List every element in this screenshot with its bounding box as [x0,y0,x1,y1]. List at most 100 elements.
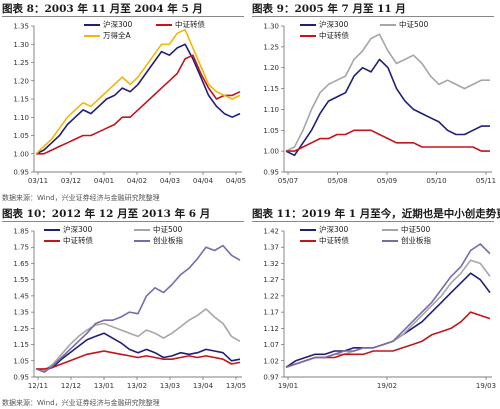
x-tick-label: 19/01 [278,382,298,390]
legend-item-wind-a: 万得全A [84,31,131,40]
x-tick-label: 13/02 [127,382,147,390]
legend-item-csi500: 中证500 [380,20,428,29]
y-tick-label: 1.10 [13,114,29,122]
y-tick-label: 1.12 [263,325,279,333]
y-tick-label: 1.25 [263,43,279,51]
y-tick-label: 1.22 [263,292,279,300]
series-line-创业板指 [285,243,491,369]
y-tick-label: 1.02 [263,357,279,365]
legend-item-hs300: 沪深300 [300,20,348,29]
line-chart: 0.95 1.00 1.05 1.10 1.15 1.20 1.25 1.30 1.35 03/1… [13,23,246,186]
source-note-top: 数据来源：Wind，兴业证券经济与金融研究院整理 [2,194,160,202]
chart-panel-10: 图表 10：2012 年 12 月至 2013 年 6 月 沪深300 中证50… [0,205,250,405]
y-tick-label: 1.37 [263,244,279,252]
series-line-沪深300 [35,43,241,155]
x-tick-label: 19/03 [476,382,496,390]
series-line-中证转债 [285,311,491,369]
x-tick-label: 05/10 [426,177,446,185]
y-tick-label: 1.10 [263,106,279,114]
y-tick-label: 1.15 [13,341,29,349]
x-tick-label: 13/01 [94,382,114,390]
y-tick-label: 0.95 [263,169,279,177]
x-tick-label: 12/12 [61,382,81,390]
series-line-中证转债 [36,54,241,155]
x-tick-label: 04/02 [127,177,147,185]
legend-item-chinext: 创业板指 [382,236,431,245]
x-tick-label: 05/07 [278,177,298,185]
y-tick-label: 1.30 [13,41,29,49]
x-tick-label: 05/08 [327,177,347,185]
y-tick-label: 1.05 [263,127,279,135]
y-tick-label: 1.00 [13,150,29,158]
y-tick-label: 1.27 [263,276,279,284]
x-tick-label: 19/02 [377,382,397,390]
chart-panel-8: 图表 8：2003 年 11 月至 2004 年 5 月 沪深300 中证转债 … [0,0,250,200]
chart-title: 图表 11：2019 年 1 月至今，近期也是中小创走势更强 [252,208,500,222]
y-tick-label: 1.65 [13,260,29,268]
y-tick-label: 1.17 [263,309,279,317]
x-tick-label: 03/11 [28,177,48,185]
source-note-bottom: 数据来源：Wind，兴业证券经济与金融研究院整理 [2,399,160,407]
y-tick-label: 1.85 [13,228,29,236]
x-tick-label: 04/01 [94,177,114,185]
y-tick-label: 1.42 [263,228,279,236]
legend-item-convertible: 中证转债 [44,236,93,245]
line-chart: 0.95 1.05 1.15 1.25 1.35 1.45 1.55 1.65 1.75 1.85… [13,228,246,391]
legend-item-csi500: 中证500 [382,225,430,234]
chart-panel-9: 图表 9：2005 年 7 月至 11 月 沪深300 中证500 中证转债 0… [250,0,500,200]
series-line-沪深300 [285,272,491,368]
series-line-沪深300 [35,332,241,372]
y-tick-label: 1.75 [13,244,29,252]
legend-item-hs300: 沪深300 [300,225,348,234]
x-tick-label: 04/04 [193,177,214,185]
y-tick-label: 1.20 [263,64,279,72]
series-line-中证500 [35,308,241,372]
y-tick-label: 1.15 [13,96,29,104]
series-line-沪深300 [285,58,490,157]
x-tick-label: 05/09 [377,177,397,185]
y-tick-label: 0.95 [13,374,29,382]
legend-item-chinext: 创业板指 [134,236,183,245]
x-tick-label: 13/04 [193,382,214,390]
legend-item-hs300: 沪深300 [44,225,92,234]
x-tick-label: 13/03 [160,382,180,390]
legend-item-hs300: 沪深300 [84,20,132,29]
legend-item-convertible: 中证转债 [300,31,349,40]
series-line-创业板指 [35,244,241,373]
series-line-中证转债 [286,129,490,152]
series-line-万得全A [35,28,241,155]
y-tick-label: 1.07 [263,341,279,349]
y-tick-label: 1.25 [13,59,29,67]
y-tick-label: 1.20 [13,77,29,85]
series-line-中证转债 [36,350,241,370]
y-tick-label: 1.25 [13,325,29,333]
line-chart: 0.97 1.02 1.07 1.12 1.17 1.22 1.27 1.32 1.37 1.42… [263,228,496,391]
y-tick-label: 1.35 [13,23,29,31]
y-tick-label: 1.05 [13,357,29,365]
x-tick-label: 04/05 [226,177,246,185]
y-tick-label: 1.45 [13,292,29,300]
x-tick-label: 13/05 [226,382,246,390]
y-tick-label: 1.00 [263,148,279,156]
series-line-中证500 [285,33,490,152]
chart-title: 图表 9：2005 年 7 月至 11 月 [252,2,494,17]
y-tick-label: 1.15 [263,85,279,93]
chart-title: 图表 10：2012 年 12 月至 2013 年 6 月 [2,207,244,222]
x-tick-label: 05/11 [476,177,496,185]
line-chart: 0.95 1.00 1.05 1.10 1.15 1.20 1.25 1.30 05/07 05/… [263,23,496,186]
y-tick-label: 1.55 [13,276,29,284]
y-tick-label: 0.95 [13,169,29,177]
legend-item-csi500: 中证500 [134,225,182,234]
legend-item-convertible: 中证转债 [300,236,349,245]
y-tick-label: 1.05 [13,132,29,140]
legend-item-convertible: 中证转债 [156,20,205,29]
x-tick-label: 03/12 [61,177,81,185]
x-tick-label: 04/03 [160,177,180,185]
y-tick-label: 1.30 [263,23,279,31]
x-tick-label: 12/11 [28,382,48,390]
chart-title: 图表 8：2003 年 11 月至 2004 年 5 月 [2,2,244,17]
y-tick-label: 0.97 [263,374,279,382]
y-tick-label: 1.32 [263,260,279,268]
chart-panel-11: 图表 11：2019 年 1 月至今，近期也是中小创走势更强 沪深300 中证5… [250,205,500,405]
y-tick-label: 1.35 [13,309,29,317]
